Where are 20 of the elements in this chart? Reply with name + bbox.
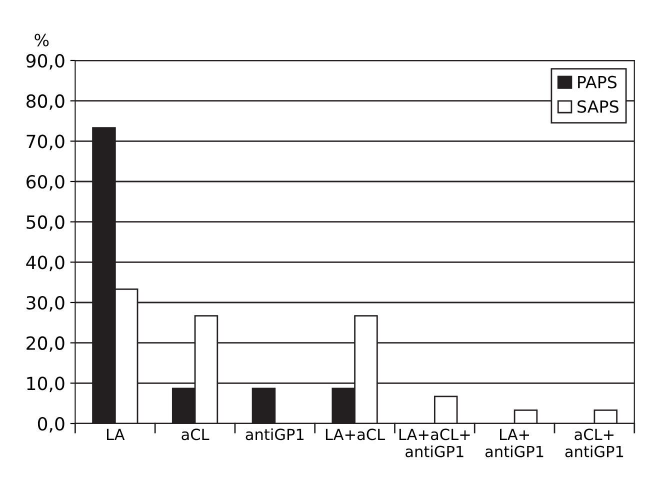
y-tick-label: 30,0: [26, 296, 64, 312]
x-tick-label: LA+ antiGP1: [485, 428, 544, 458]
legend-label: SAPS: [578, 100, 618, 113]
y-tick-label: 70,0: [26, 134, 64, 150]
y-tick-label: 0,0: [38, 416, 64, 432]
y-axis-title: %: [34, 34, 49, 46]
x-tick-label: aCL: [182, 428, 210, 440]
x-tick-label: LA+aCL+ antiGP1: [399, 428, 470, 458]
y-tick-label: 50,0: [26, 215, 64, 231]
x-tick-label: LA: [106, 428, 125, 440]
y-tick-label: 80,0: [26, 94, 64, 110]
y-tick-label: 60,0: [26, 174, 64, 190]
y-tick-label: 90,0: [26, 54, 64, 70]
x-tick-label: LA+aCL: [326, 428, 386, 440]
y-tick-label: 10,0: [27, 376, 64, 392]
x-tick-label: aCL+ antiGP1: [565, 428, 624, 458]
y-tick-label: 20,0: [26, 336, 64, 352]
y-tick-label: 40,0: [26, 256, 64, 272]
legend-label: PAPS: [578, 76, 617, 88]
x-tick-label: antiGP1: [246, 428, 304, 440]
